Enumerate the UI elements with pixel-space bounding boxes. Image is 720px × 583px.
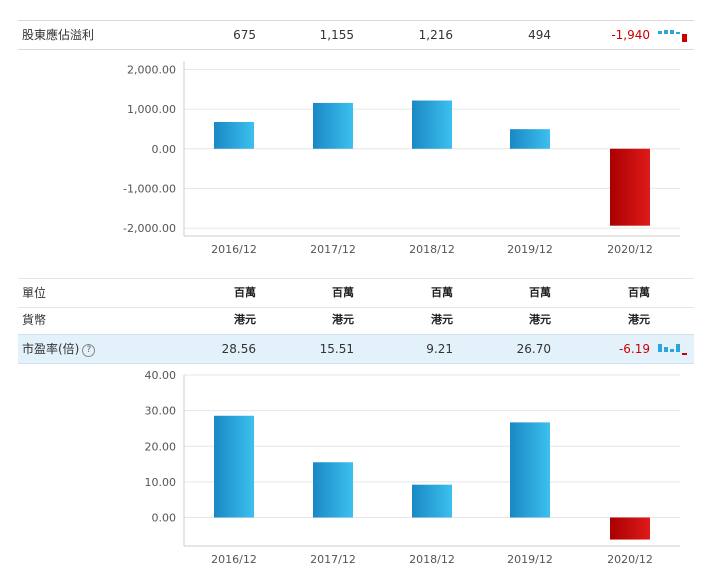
pe-label: 市盈率(倍) <box>22 342 80 356</box>
profit-value-2019: 494 <box>528 28 551 42</box>
pe-value-2020: -6.19 <box>618 342 650 356</box>
y-tick-label: -1,000.00 <box>123 182 176 195</box>
unit-row: 單位 百萬 百萬 百萬 百萬 百萬 <box>18 278 694 308</box>
currency-value-2019: 港元 <box>529 313 551 326</box>
y-tick-label: 40.00 <box>145 369 177 382</box>
x-tick-label: 2016/12 <box>211 553 257 566</box>
y-tick-label: 10.00 <box>145 476 177 489</box>
bar-2016-12[interactable] <box>214 415 254 518</box>
currency-value-2017: 港元 <box>332 313 354 326</box>
currency-value-2016: 港元 <box>234 313 256 326</box>
profit-label: 股東應佔溢利 <box>22 28 95 42</box>
x-tick-label: 2019/12 <box>507 243 553 256</box>
profit-chart-svg: 2,000.00 1,000.00 0.00 -1,000.00 -2,000.00 20… <box>123 61 680 256</box>
unit-value-2018: 百萬 <box>431 286 453 299</box>
y-tick-label: -2,000.00 <box>123 222 176 235</box>
pe-value-2018: 9.21 <box>426 342 453 356</box>
currency-row: 貨幣 港元 港元 港元 港元 港元 <box>18 306 694 335</box>
bar-2017-12[interactable] <box>313 102 353 149</box>
profit-value-2020: -1,940 <box>611 28 650 42</box>
x-tick-label: 2020/12 <box>607 243 653 256</box>
pe-value-2019: 26.70 <box>516 342 551 356</box>
profit-value-2016: 675 <box>233 28 256 42</box>
pe-chart: 40.00 30.00 20.00 10.00 0.00 2016/12 2017/12 20… <box>0 366 720 583</box>
help-icon[interactable]: ? <box>82 344 96 357</box>
y-tick-label: 2,000.00 <box>127 63 176 76</box>
profit-sparkline-icon[interactable] <box>658 29 694 43</box>
unit-value-2017: 百萬 <box>332 286 354 299</box>
pe-row[interactable]: 市盈率(倍)? 28.56 15.51 9.21 26.70 -6.19 <box>18 334 694 364</box>
currency-label: 貨幣 <box>22 313 47 327</box>
profit-value-2017: 1,155 <box>319 28 354 42</box>
bar-2019-12[interactable] <box>510 129 550 149</box>
x-tick-label: 2016/12 <box>211 243 257 256</box>
y-tick-label: 20.00 <box>145 440 177 453</box>
y-tick-label: 1,000.00 <box>127 103 176 116</box>
x-tick-label: 2018/12 <box>409 243 455 256</box>
bar-2020-12[interactable] <box>610 517 650 540</box>
bar-2017-12[interactable] <box>313 462 353 518</box>
y-tick-label: 0.00 <box>152 512 177 525</box>
x-tick-label: 2019/12 <box>507 553 553 566</box>
y-tick-label: 30.00 <box>145 405 177 418</box>
x-tick-label: 2017/12 <box>310 243 356 256</box>
profit-row: 股東應佔溢利 675 1,155 1,216 494 -1,940 <box>18 20 694 50</box>
profit-value-2018: 1,216 <box>418 28 453 42</box>
bar-2020-12[interactable] <box>610 148 650 226</box>
bar-2016-12[interactable] <box>214 121 254 149</box>
pe-value-2016: 28.56 <box>221 342 256 356</box>
y-tick-label: 0.00 <box>152 143 177 156</box>
bar-2019-12[interactable] <box>510 422 550 518</box>
bar-2018-12[interactable] <box>412 484 452 518</box>
pe-sparkline-icon[interactable] <box>658 343 694 357</box>
unit-value-2020: 百萬 <box>628 286 650 299</box>
pe-value-2017: 15.51 <box>319 342 354 356</box>
currency-value-2018: 港元 <box>431 313 453 326</box>
x-tick-label: 2020/12 <box>607 553 653 566</box>
unit-value-2019: 百萬 <box>529 286 551 299</box>
pe-chart-svg: 40.00 30.00 20.00 10.00 0.00 2016/12 2017/12 20… <box>145 369 680 566</box>
profit-chart: 2,000.00 1,000.00 0.00 -1,000.00 -2,000.00 20… <box>0 52 720 271</box>
pe-label-wrap: 市盈率(倍)? <box>22 335 96 363</box>
x-tick-label: 2017/12 <box>310 553 356 566</box>
bar-2018-12[interactable] <box>412 100 452 149</box>
x-tick-label: 2018/12 <box>409 553 455 566</box>
unit-label: 單位 <box>22 286 47 300</box>
currency-value-2020: 港元 <box>628 313 650 326</box>
unit-value-2016: 百萬 <box>234 286 256 299</box>
